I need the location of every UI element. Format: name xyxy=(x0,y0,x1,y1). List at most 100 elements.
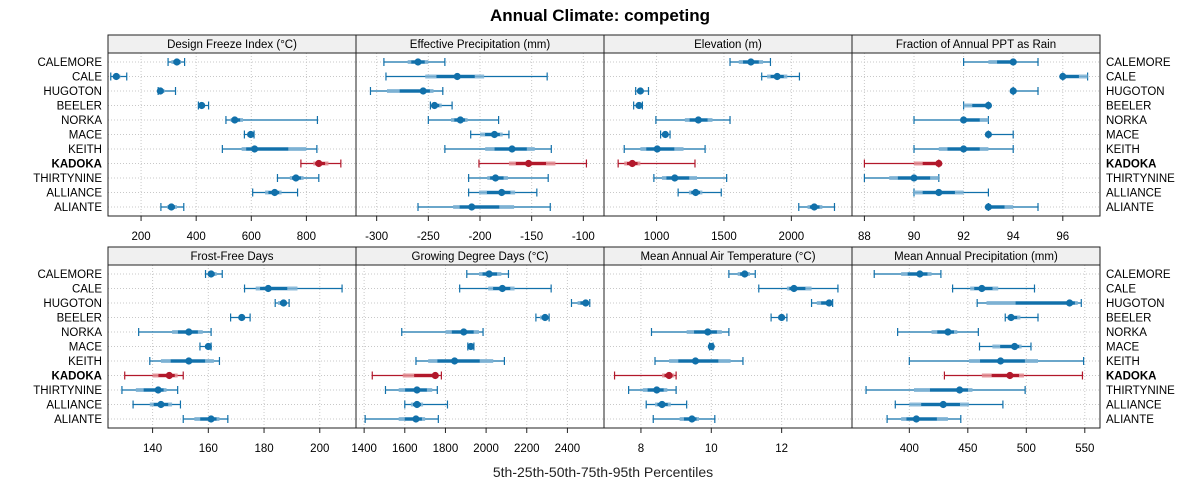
x-tick-label: 1600 xyxy=(392,443,418,455)
median-point xyxy=(491,174,500,182)
interval-hugoton xyxy=(570,299,591,307)
site-label-calemore: CALEMORE xyxy=(1106,57,1171,69)
median-point xyxy=(453,72,461,81)
site-label-aliante: ALIANTE xyxy=(54,202,102,214)
interval-thirtynine xyxy=(865,386,1026,394)
site-label-norka: NORKA xyxy=(61,115,102,127)
median-point xyxy=(498,284,506,293)
interval-calemore xyxy=(962,58,1039,66)
interval-hugoton xyxy=(635,87,650,95)
panel-border xyxy=(851,52,1101,217)
median-point xyxy=(413,386,421,394)
x-tick-label: 500 xyxy=(1017,443,1036,455)
panel-strip-title: Design Freeze Index (°C) xyxy=(167,39,297,51)
interval-mace xyxy=(978,342,1032,351)
site-label-calemore: CALEMORE xyxy=(1106,269,1171,281)
interval-aliante xyxy=(886,415,962,423)
site-label-cale: CALE xyxy=(1106,72,1136,84)
site-label-hugoton: HUGOTON xyxy=(1106,298,1165,310)
interval-thirtynine xyxy=(653,174,728,182)
x-tick-label: 600 xyxy=(242,231,261,243)
interval-kadoka xyxy=(478,159,588,168)
interval-kadoka xyxy=(124,371,184,380)
x-tick-label: 88 xyxy=(858,231,871,243)
panel-3: Fraction of Annual PPT as Rain 88 90 92 94 96 xyxy=(851,34,1101,243)
site-label-aliante: ALIANTE xyxy=(1106,202,1154,214)
panel-strip-title: Fraction of Annual PPT as Rain xyxy=(896,39,1056,51)
site-label-norka: NORKA xyxy=(1106,115,1147,127)
x-tick-label: 400 xyxy=(900,443,919,455)
median-point xyxy=(185,328,193,336)
median-point xyxy=(653,145,661,153)
median-point xyxy=(173,58,181,66)
site-label-thirtynine: THIRTYNINE xyxy=(33,385,102,397)
interval-beeler xyxy=(770,313,788,322)
median-point xyxy=(692,188,700,197)
x-tick-label: 450 xyxy=(958,443,977,455)
median-point xyxy=(935,159,943,168)
site-labels-right-bottom: CALEMORE CALE HUGOTON BEELER NORKA MACE KEITH K… xyxy=(1106,269,1175,426)
median-point xyxy=(912,415,920,423)
site-label-alliance: ALLIANCE xyxy=(1106,400,1162,412)
interval-norka xyxy=(655,116,731,124)
panel-strip-title: Mean Annual Precipitation (mm) xyxy=(894,251,1058,263)
x-tick-label: 2400 xyxy=(555,443,581,455)
median-point xyxy=(154,386,162,394)
median-point xyxy=(773,72,781,81)
interval-kadoka xyxy=(863,159,943,168)
median-point xyxy=(939,400,947,409)
interval-norka xyxy=(650,328,730,336)
median-point xyxy=(747,58,755,66)
median-point xyxy=(198,101,206,110)
interval-thirtynine xyxy=(276,174,320,182)
x-tick-label: -250 xyxy=(417,231,440,243)
panel-5: Growing Degree Days (°C) 1400 1600 1800 2000… xyxy=(351,246,605,455)
median-point xyxy=(741,270,749,278)
x-tick-label: -100 xyxy=(572,231,595,243)
median-point xyxy=(653,386,661,394)
interval-keith xyxy=(444,145,552,153)
median-point xyxy=(315,159,323,168)
median-point xyxy=(460,328,468,336)
interval-thirtynine xyxy=(628,386,677,394)
median-point xyxy=(207,270,215,278)
median-point xyxy=(450,357,459,365)
site-label-mace: MACE xyxy=(1106,130,1140,142)
median-point xyxy=(165,371,173,380)
interval-alliance xyxy=(252,188,299,197)
site-label-beeler: BEELER xyxy=(1106,313,1151,325)
median-point xyxy=(984,101,993,110)
interval-mace xyxy=(707,342,715,351)
interval-kadoka xyxy=(943,371,1084,380)
median-point xyxy=(1011,342,1019,351)
site-label-mace: MACE xyxy=(69,130,103,142)
site-label-alliance: ALLIANCE xyxy=(1106,188,1162,200)
interval-cale xyxy=(761,72,801,81)
panel-strip-title: Frost-Free Days xyxy=(190,251,273,263)
x-tick-label: 1000 xyxy=(644,231,670,243)
x-tick-label: 10 xyxy=(705,443,718,455)
interval-mace xyxy=(984,130,1014,139)
site-label-alliance: ALLIANCE xyxy=(46,400,102,412)
panel-1: Effective Precipitation (mm) -300 -250 -200… xyxy=(355,34,605,243)
median-point xyxy=(238,313,246,322)
interval-beeler xyxy=(429,101,453,110)
x-tick-label: -300 xyxy=(365,231,388,243)
median-point xyxy=(707,342,715,351)
median-point xyxy=(628,159,636,168)
interval-mace xyxy=(467,342,475,351)
site-label-hugoton: HUGOTON xyxy=(43,298,102,310)
median-point xyxy=(636,87,644,95)
interval-alliance xyxy=(404,400,449,409)
interval-mace xyxy=(470,130,510,139)
panels: Design Freeze Index (°C) 200 400 600 800 Effe… xyxy=(107,34,1101,455)
median-point xyxy=(661,130,669,139)
median-point xyxy=(691,357,700,365)
site-label-kadoka: KADOKA xyxy=(1106,159,1156,171)
median-point xyxy=(485,270,493,278)
x-tick-label: 160 xyxy=(199,443,218,455)
site-label-norka: NORKA xyxy=(1106,327,1147,339)
interval-aliante xyxy=(652,415,716,423)
interval-hugoton xyxy=(976,299,1082,307)
median-point xyxy=(582,299,590,307)
